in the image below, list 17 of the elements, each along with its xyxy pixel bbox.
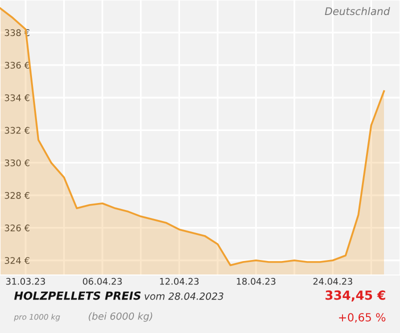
annotation: Deutschland [324,7,390,16]
text: +0,65 % [339,313,386,323]
text: 334,45 € [326,290,386,302]
text: HOLZPELLETS PREIS [14,291,141,300]
x-tick-label: 18.04.23 [236,278,276,285]
x-tick-label: 06.04.23 [82,278,122,285]
x-tick-label: 24.04.23 [313,278,352,285]
y-tick-label: 332 € [4,126,30,134]
y-tick-label: 328 € [4,192,30,199]
y-tick-label: 324 € [4,257,30,264]
text: (bei 6000 kg) [88,312,152,322]
y-tick-label: 334 € [4,94,30,102]
text: vom 28.04.2023 [144,292,224,300]
x-tick-label: 12.04.23 [160,278,199,285]
y-tick-label: 330 € [4,159,30,166]
y-tick-label: 326 € [4,224,30,232]
x-tick-label: 31.03.23 [6,278,45,285]
